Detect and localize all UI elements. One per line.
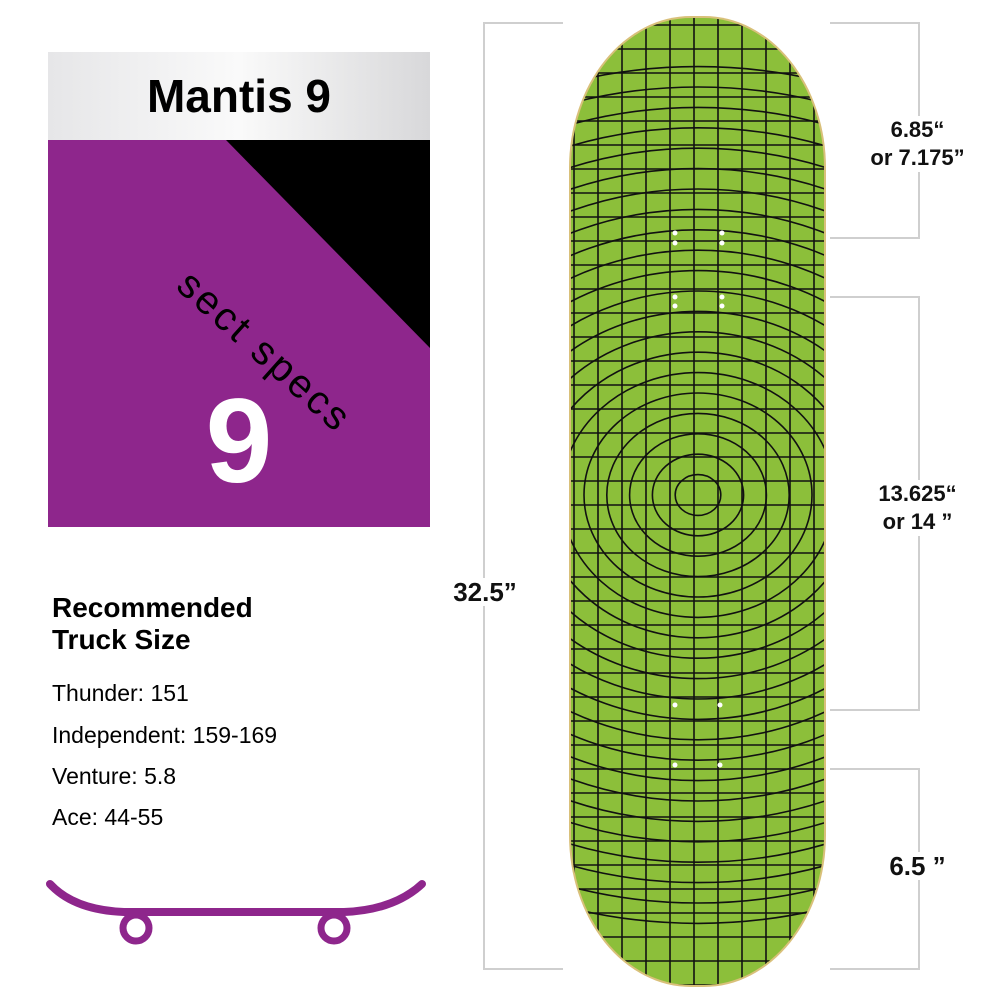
deck-grid-line	[571, 269, 824, 721]
deck-grid-line	[571, 126, 824, 864]
truck-heading-1: Recommended	[52, 592, 253, 623]
length-line	[483, 22, 485, 970]
line	[830, 968, 920, 970]
deck-grid-line	[674, 473, 722, 517]
bolt-holes	[672, 230, 725, 768]
deck-grid-line	[571, 147, 824, 843]
deck-grid-line	[571, 228, 824, 762]
deck-grid-line	[571, 65, 824, 925]
truck-item: Thunder: 151	[52, 680, 189, 706]
deck-grid-line	[571, 290, 824, 700]
line	[830, 237, 920, 239]
line	[830, 768, 920, 770]
model-card: Mantis 9 sect specs 9	[48, 52, 430, 527]
truck-item: Ace: 44-55	[52, 804, 164, 830]
length-label: 32.5”	[438, 578, 532, 606]
skateboard-icon	[46, 880, 426, 945]
model-number: 9	[205, 374, 273, 508]
skateboard-deck	[569, 16, 826, 987]
tail-label: 6.5 ”	[845, 852, 990, 880]
truck-item: Venture: 5.8	[52, 763, 177, 789]
line	[483, 968, 563, 970]
line	[483, 22, 563, 24]
deck-grid-line	[571, 330, 824, 659]
wheelbase-label-1: 13.625“	[845, 480, 990, 508]
truck-item: Independent: 159-169	[52, 722, 278, 748]
deck-grid-line	[571, 310, 824, 680]
truck-heading-2: Truck Size	[52, 624, 191, 655]
line	[830, 709, 920, 711]
deck-grid-line	[571, 249, 824, 741]
model-title: Mantis 9	[48, 52, 430, 140]
deck-grid-line	[571, 351, 824, 639]
wheelbase-label-2: or 14 ”	[845, 508, 990, 536]
deck-grid-line	[571, 188, 824, 802]
deck-grid-line	[628, 432, 768, 557]
nose-label-1: 6.85“	[845, 116, 990, 144]
deck-grid-line	[571, 86, 824, 904]
line	[830, 296, 920, 298]
black-triangle	[226, 140, 430, 348]
deck-grid-line	[571, 208, 824, 782]
line	[830, 22, 920, 24]
nose-label-2: or 7.175”	[845, 144, 990, 172]
deck-grid-line	[571, 371, 824, 619]
deck-grid-line	[651, 453, 745, 537]
deck-grid-line	[606, 412, 790, 578]
deck-grid-line	[571, 106, 824, 884]
deck-grid-line	[583, 392, 813, 598]
deck-grid-line	[571, 167, 824, 823]
